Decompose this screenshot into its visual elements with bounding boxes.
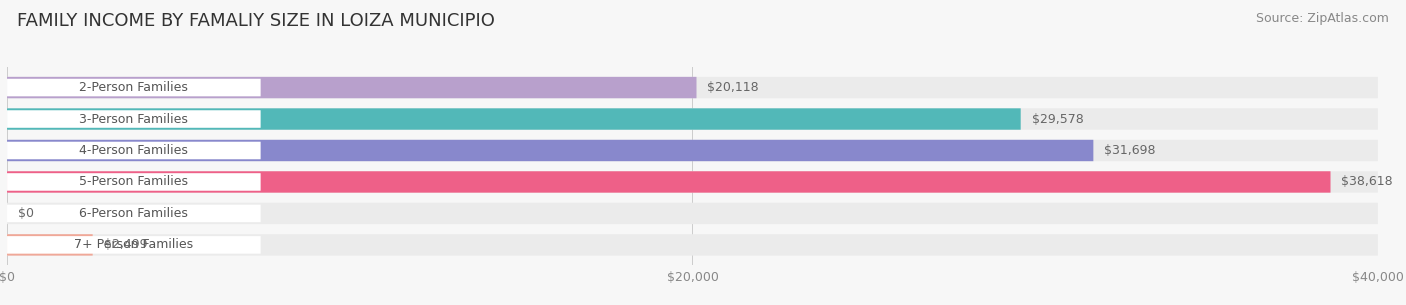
- Text: 3-Person Families: 3-Person Families: [79, 113, 188, 126]
- FancyBboxPatch shape: [7, 110, 260, 128]
- Text: FAMILY INCOME BY FAMALIY SIZE IN LOIZA MUNICIPIO: FAMILY INCOME BY FAMALIY SIZE IN LOIZA M…: [17, 12, 495, 30]
- Text: 4-Person Families: 4-Person Families: [79, 144, 188, 157]
- Text: 7+ Person Families: 7+ Person Families: [75, 239, 194, 251]
- FancyBboxPatch shape: [7, 236, 260, 254]
- FancyBboxPatch shape: [7, 234, 93, 256]
- Text: 2-Person Families: 2-Person Families: [79, 81, 188, 94]
- Text: $2,499: $2,499: [104, 239, 148, 251]
- FancyBboxPatch shape: [7, 140, 1378, 161]
- Text: 5-Person Families: 5-Person Families: [79, 175, 188, 188]
- FancyBboxPatch shape: [7, 77, 696, 98]
- FancyBboxPatch shape: [7, 171, 1330, 193]
- FancyBboxPatch shape: [7, 77, 1378, 98]
- Text: $31,698: $31,698: [1104, 144, 1156, 157]
- Text: $38,618: $38,618: [1341, 175, 1393, 188]
- FancyBboxPatch shape: [7, 142, 260, 159]
- Text: $0: $0: [18, 207, 34, 220]
- Text: $29,578: $29,578: [1032, 113, 1084, 126]
- FancyBboxPatch shape: [7, 234, 1378, 256]
- FancyBboxPatch shape: [7, 173, 260, 191]
- FancyBboxPatch shape: [7, 140, 1094, 161]
- FancyBboxPatch shape: [7, 205, 260, 222]
- FancyBboxPatch shape: [7, 79, 260, 96]
- Text: Source: ZipAtlas.com: Source: ZipAtlas.com: [1256, 12, 1389, 25]
- Text: 6-Person Families: 6-Person Families: [79, 207, 188, 220]
- FancyBboxPatch shape: [7, 108, 1378, 130]
- FancyBboxPatch shape: [7, 203, 1378, 224]
- FancyBboxPatch shape: [7, 171, 1378, 193]
- Text: $20,118: $20,118: [707, 81, 759, 94]
- FancyBboxPatch shape: [7, 108, 1021, 130]
